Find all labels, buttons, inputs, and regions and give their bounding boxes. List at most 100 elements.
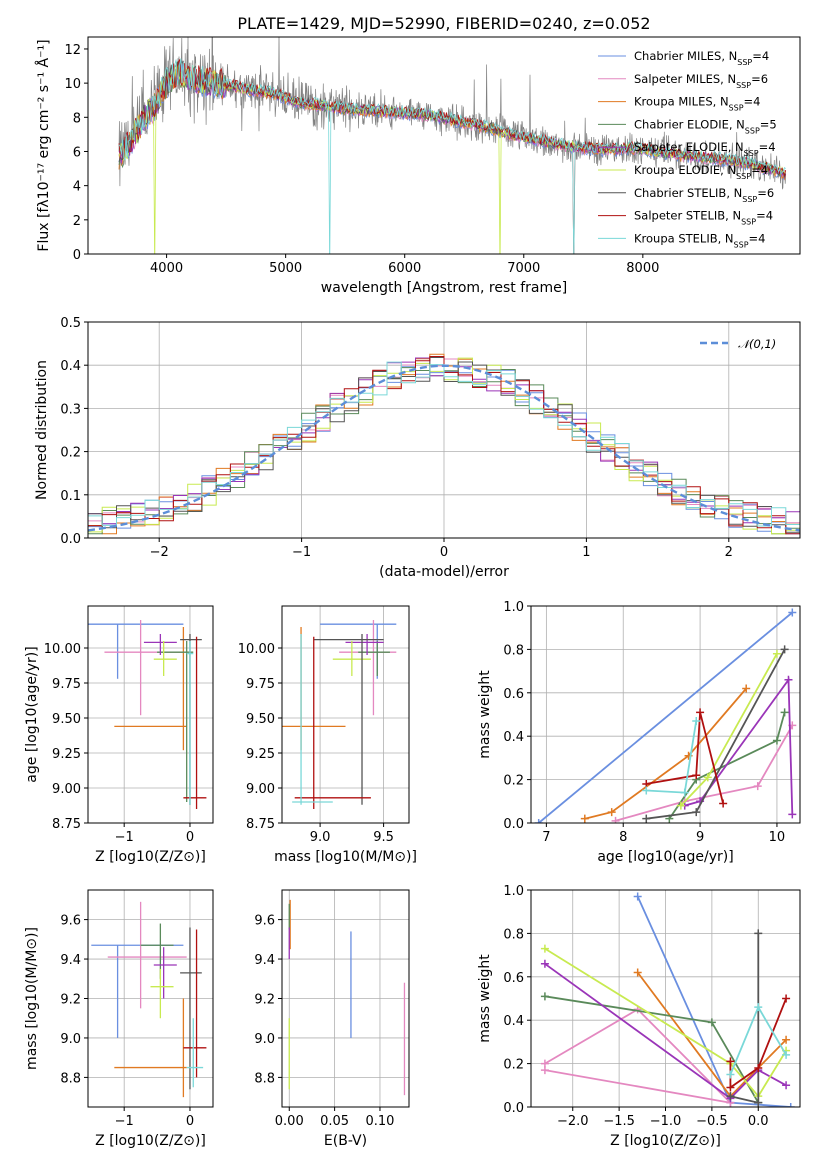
massweight_vs_age-plot [534, 608, 797, 823]
y-tick-label: 8.8 [60, 1071, 81, 1086]
mass-weight-point [580, 814, 589, 823]
legend-entry: Chabrier STELIB, NSSP=6 [634, 186, 774, 204]
y-tick-label: 9.25 [246, 747, 275, 762]
model-spectrum-line [118, 58, 787, 254]
y-tick-label: 9.4 [254, 953, 275, 968]
mass_vs_z-axes: −1 0 8.8 9.0 9.2 9.4 9.6 Z [log10(Z/Z⊙)] mass [l… [24, 889, 214, 1149]
legend-entry: Kroupa STELIB, NSSP=4 [634, 231, 765, 249]
x-tick-label: 7 [542, 830, 550, 845]
mass_vs_ebv-axes: 0.00 0.05 0.10 8.8 9.0 9.2 9.4 9.6 E(B-V) [254, 889, 410, 1149]
mass-weight-point [534, 819, 543, 823]
spectrum-frame [87, 36, 801, 255]
x-tick-label: −2.0 [557, 1114, 589, 1129]
mass-weight-point [707, 1018, 716, 1027]
y-tick-label: 9.00 [52, 782, 81, 797]
y-tick-label: 10.00 [44, 642, 81, 657]
x-axis-label: Z [log10(Z/Z⊙)] [95, 849, 206, 865]
mass-weight-series-line [615, 724, 794, 822]
mass-weight-series-line [646, 648, 786, 820]
x-axis-label: Z [log10(Z/Z⊙)] [95, 1133, 206, 1149]
x-tick-label: 7000 [507, 261, 540, 276]
y-tick-label: 0.0 [503, 817, 524, 832]
y-tick-label: 9.4 [60, 953, 81, 968]
chart-title: PLATE=1429, MJD=52990, FIBERID=0240, z=0… [237, 14, 650, 33]
y-tick-label: 9.6 [254, 914, 275, 929]
age_vs_mass-frame [281, 605, 410, 824]
legend-entry: Kroupa ELODIE, NSSP=4 [634, 163, 768, 181]
y-tick-label: 0.6 [503, 971, 524, 986]
x-tick-label: −1.0 [650, 1114, 682, 1129]
x-tick-label: 10 [769, 830, 786, 845]
y-tick-label: 0 [73, 248, 81, 263]
y-tick-label: 9.25 [52, 747, 81, 762]
x-tick-label: 0.00 [275, 1114, 304, 1129]
x-tick-label: −1 [292, 545, 311, 560]
legend-entry: Chabrier MILES, NSSP=4 [634, 49, 769, 67]
y-tick-label: 12 [64, 43, 81, 58]
mass-weight-point [540, 992, 549, 1001]
y-tick-label: 8.75 [52, 817, 81, 832]
massweight_vs_age-axes: 7 8 9 10 0.0 0.2 0.4 0.6 0.8 1.0 age [log10(age/yr… [477, 600, 801, 865]
mass-weight-point [754, 929, 763, 938]
mass-weight-point [754, 1003, 763, 1012]
residuals-axes: −2 −1 0 1 2 0.0 0.1 0.2 0.3 0.4 0.5 (data-model)/er… [34, 316, 801, 580]
mass-weight-point [754, 1063, 763, 1072]
age_vs_mass-axes: 9.0 9.5 8.75 9.00 9.25 9.50 9.75 10.00 mass [log… [238, 605, 417, 865]
x-axis-label: wavelength [Angstrom, rest frame] [321, 280, 567, 296]
mass-weight-point [742, 684, 751, 693]
mass-weight-series-line [538, 611, 793, 823]
mass-weight-point [540, 1066, 549, 1075]
mass-weight-point [726, 1070, 735, 1079]
y-tick-label: 6 [73, 145, 81, 160]
mass-weight-point [633, 892, 642, 901]
y-tick-label: 0.3 [60, 402, 81, 417]
y-axis-label: mass weight [477, 954, 493, 1043]
mass-weight-point [772, 649, 781, 658]
y-tick-label: 0.4 [60, 359, 81, 374]
x-tick-label: 2 [725, 545, 733, 560]
x-tick-label: 4000 [150, 261, 183, 276]
mass-weight-point [680, 788, 689, 797]
y-tick-label: 9.2 [254, 993, 275, 1008]
y-axis-label: mass weight [477, 670, 493, 759]
mass-weight-point [676, 801, 685, 810]
y-tick-label: 9.2 [60, 993, 81, 1008]
mass-weight-point [692, 771, 701, 780]
mass-weight-point [642, 786, 651, 795]
mass-weight-point [633, 968, 642, 977]
x-tick-label: 0.05 [320, 1114, 349, 1129]
massweight_vs_z-axes: −2.0 −1.5 −1.0 −0.5 0.0 0.0 0.2 0.4 0.6 0.8 1.0 Z [… [477, 884, 801, 1149]
model-spectrum-line [118, 58, 786, 254]
x-axis-label: mass [log10(M/M⊙)] [274, 849, 417, 865]
y-tick-label: 0.1 [60, 489, 81, 504]
y-axis-label: mass [log10(M/M⊙)] [24, 927, 40, 1070]
mass-weight-point [782, 1035, 791, 1044]
y-tick-label: 9.75 [52, 677, 81, 692]
y-tick-label: 9.75 [246, 677, 275, 692]
mass-weight-point [782, 1050, 791, 1059]
residual-histogram [88, 361, 800, 528]
massweight_vs_z-plot [540, 892, 795, 1107]
y-tick-label: 8.75 [246, 817, 275, 832]
mass-weight-series-line [684, 677, 794, 815]
mass-weight-point [753, 782, 762, 791]
y-tick-label: 0.6 [503, 687, 524, 702]
y-axis-label: age [log10(age/yr)] [24, 646, 40, 782]
mass-weight-series-line [544, 963, 787, 1100]
legend-entry: 𝒩(0,1) [738, 337, 776, 351]
y-tick-label: 4 [73, 180, 81, 195]
mass-weight-series-line [544, 995, 760, 1104]
y-tick-label: 9.00 [246, 782, 275, 797]
y-tick-label: 2 [73, 214, 81, 229]
x-axis-label: E(B-V) [324, 1133, 367, 1149]
mass-weight-point [780, 708, 789, 717]
mass-weight-point [692, 808, 701, 817]
x-tick-label: −1 [115, 830, 134, 845]
x-tick-label: 5000 [269, 261, 302, 276]
mass-weight-series-line [668, 712, 786, 820]
age_vs_mass-plot [282, 620, 397, 809]
legend: Chabrier MILES, NSSP=4 Salpeter MILES, NS… [598, 49, 777, 249]
x-tick-label: −1 [115, 1114, 134, 1129]
x-tick-label: 0 [186, 830, 194, 845]
